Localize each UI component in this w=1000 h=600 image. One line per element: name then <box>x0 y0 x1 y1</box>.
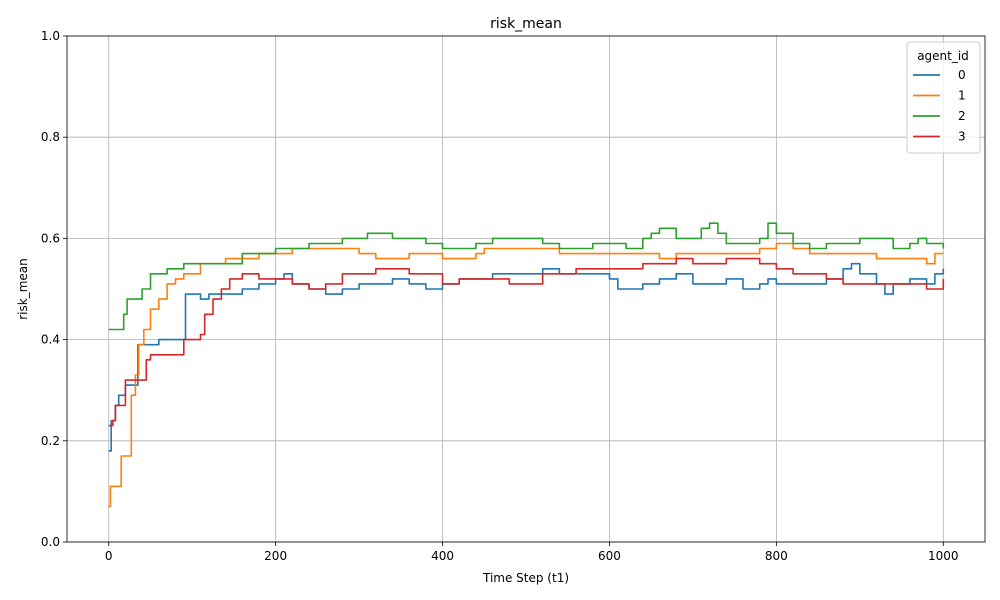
x-tick-label: 400 <box>431 549 454 563</box>
series-line-2 <box>108 222 945 331</box>
ticks: 0 200 400 600 800 1000 0.0 0.2 0.4 0.6 0.8 1.0 <box>41 29 959 563</box>
legend-title: agent_id <box>917 49 969 63</box>
y-tick-label: 1.0 <box>41 29 60 43</box>
y-tick-label: 0.4 <box>41 333 60 347</box>
x-tick-label: 600 <box>598 549 621 563</box>
legend-frame <box>906 41 981 154</box>
y-tick-label: 0.0 <box>41 535 60 549</box>
x-tick-label: 0 <box>105 549 113 563</box>
series-line-1 <box>108 242 944 508</box>
x-tick-label: 800 <box>765 549 788 563</box>
plot-area <box>67 36 985 542</box>
legend-label-0: 0 <box>958 68 966 82</box>
plot-frame <box>66 35 986 543</box>
x-tick-label: 200 <box>264 549 287 563</box>
x-axis-title: Time Step (t1) <box>482 571 569 585</box>
y-tick-label: 0.8 <box>41 130 60 144</box>
y-axis-title: risk_mean <box>16 258 30 320</box>
legend-label-1: 1 <box>958 89 966 103</box>
legend-label-3: 3 <box>958 130 966 144</box>
legend-label-2: 2 <box>958 109 966 123</box>
chart-title: risk_mean <box>490 16 562 32</box>
series-layer <box>108 222 945 508</box>
series-line-3 <box>108 257 945 427</box>
y-tick-label: 0.2 <box>41 434 60 448</box>
legend: agent_id 0 1 2 3 <box>906 41 981 154</box>
y-tick-label: 0.6 <box>41 231 60 245</box>
x-tick-label: 1000 <box>928 549 959 563</box>
